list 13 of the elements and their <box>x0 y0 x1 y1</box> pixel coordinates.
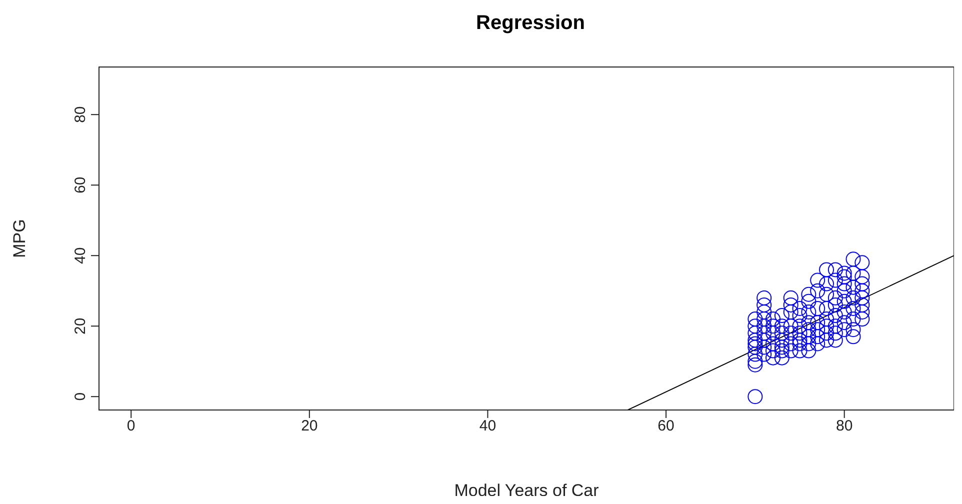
y-axis-title: MPG <box>10 219 30 258</box>
chart-title: Regression <box>475 12 586 35</box>
x-axis-title: Model Years of Car <box>454 481 600 500</box>
x-tick-label: 40 <box>479 418 496 435</box>
x-tick-label: 0 <box>126 418 136 435</box>
x-tick-label: 60 <box>658 418 674 435</box>
y-tick-label: 20 <box>72 318 89 334</box>
y-tick-label: 60 <box>72 176 89 194</box>
y-tick-label: 80 <box>72 106 89 123</box>
y-tick-label: 0 <box>72 392 89 401</box>
x-tick-label: 80 <box>836 418 853 435</box>
y-tick-label: 40 <box>72 247 89 264</box>
x-tick-label: 20 <box>301 418 318 435</box>
